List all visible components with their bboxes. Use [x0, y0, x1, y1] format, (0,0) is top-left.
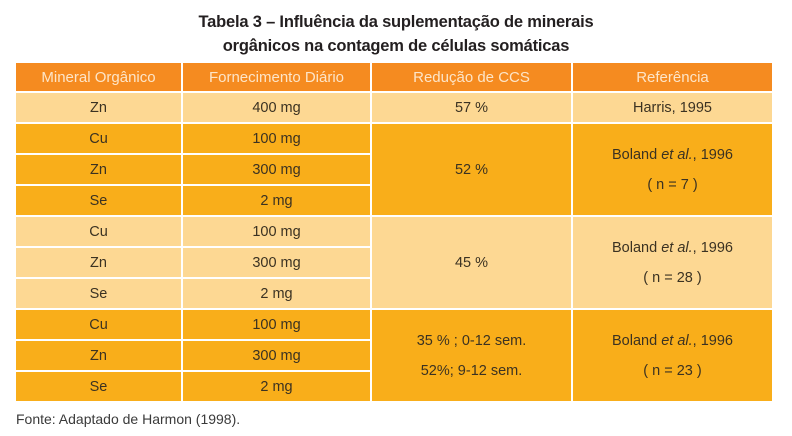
header-ccs-reduction: Redução de CCS	[370, 63, 573, 93]
cell-mineral: Se	[16, 277, 183, 310]
reduction-value: 52%; 9-12 sem.	[420, 362, 523, 379]
cell-dose: 400 mg	[181, 91, 372, 124]
reference-citation: Boland et al., 1996	[573, 326, 772, 356]
cell-reduction: 45 %	[370, 215, 573, 310]
reference-sample-size: ( n = 23 )	[643, 362, 702, 379]
reference-citation: Boland et al., 1996	[573, 140, 772, 170]
reduction-value: 52 %	[454, 161, 489, 178]
table-row: Zn 300 mg	[16, 153, 772, 186]
table-title-line-1: Tabela 3 – Influência da suplementação d…	[198, 13, 594, 31]
table-title-line-2: orgânicos na contagem de células somátic…	[222, 37, 570, 55]
cell-mineral: Cu	[16, 215, 183, 248]
cell-mineral: Zn	[16, 246, 183, 279]
cell-dose: 2 mg	[181, 370, 372, 403]
cell-mineral: Se	[16, 370, 183, 403]
cell-dose: 2 mg	[181, 277, 372, 310]
cell-mineral: Se	[16, 184, 183, 217]
table-row: Cu 100 mg 45 % Boland et al., 1996 ( n =…	[16, 215, 772, 310]
reference-citation: Boland et al., 1996	[573, 233, 772, 263]
table-title: Tabela 3 – Influência da suplementação d…	[0, 10, 792, 58]
table-row: Se 2 mg	[16, 277, 772, 310]
cell-dose: 100 mg	[181, 308, 372, 341]
reduction-value: 35 % ; 0-12 sem.	[416, 332, 527, 349]
table-row: Cu 100 mg 35 % ; 0-12 sem. 52%; 9-12 sem…	[16, 308, 772, 403]
reference-author: Boland	[612, 146, 662, 163]
reference-sample-size: ( n = 7 )	[647, 176, 698, 193]
reference-year: , 1996	[692, 332, 733, 349]
table-header-row: Mineral Orgânico Fornecimento Diário Red…	[16, 63, 772, 93]
reference-sample-size: ( n = 28 )	[643, 269, 702, 286]
reference-year: , 1996	[692, 239, 733, 256]
table-row: Zn 400 mg 57 % Harris, 1995	[16, 91, 772, 124]
header-daily-supply: Fornecimento Diário	[181, 63, 372, 93]
cell-reference: Boland et al., 1996 ( n = 23 )	[571, 308, 772, 403]
cell-reference: Harris, 1995	[571, 91, 772, 124]
table-row: Cu 100 mg 52 % Boland et al., 1996 ( n =…	[16, 122, 772, 217]
cell-reference: Boland et al., 1996 ( n = 7 )	[571, 122, 772, 217]
cell-reference: Boland et al., 1996 ( n = 28 )	[571, 215, 772, 310]
cell-dose: 300 mg	[181, 153, 372, 186]
table-source-note: Fonte: Adaptado de Harmon (1998).	[16, 411, 241, 427]
table-row: Se 2 mg	[16, 184, 772, 217]
header-mineral: Mineral Orgânico	[16, 63, 183, 93]
table-row: Zn 300 mg	[16, 339, 772, 372]
cell-dose: 100 mg	[181, 122, 372, 155]
reference-etal: et al.	[661, 332, 693, 349]
cell-mineral: Cu	[16, 308, 183, 341]
cell-reduction: 52 %	[370, 122, 573, 217]
reference-year: , 1996	[692, 146, 733, 163]
cell-dose: 300 mg	[181, 339, 372, 372]
cell-mineral: Zn	[16, 339, 183, 372]
reference-etal: et al.	[661, 239, 693, 256]
cell-dose: 100 mg	[181, 215, 372, 248]
cell-mineral: Zn	[16, 153, 183, 186]
table-row: Se 2 mg	[16, 370, 772, 403]
reference-year: , 1995	[671, 99, 712, 116]
cell-reduction: 57 %	[370, 91, 573, 124]
reference-author: Boland	[612, 239, 662, 256]
reference-etal: et al.	[661, 146, 693, 163]
cell-mineral: Zn	[16, 91, 183, 124]
reduction-value: 57 %	[454, 99, 489, 116]
cell-reduction: 35 % ; 0-12 sem. 52%; 9-12 sem.	[370, 308, 573, 403]
cell-mineral: Cu	[16, 122, 183, 155]
cell-dose: 2 mg	[181, 184, 372, 217]
cell-dose: 300 mg	[181, 246, 372, 279]
reference-author: Harris	[633, 99, 672, 116]
reference-author: Boland	[612, 332, 662, 349]
reduction-value: 45 %	[454, 254, 489, 271]
header-reference: Referência	[571, 63, 772, 93]
mineral-supplementation-table: Mineral Orgânico Fornecimento Diário Red…	[16, 63, 772, 403]
table-row: Zn 300 mg	[16, 246, 772, 279]
